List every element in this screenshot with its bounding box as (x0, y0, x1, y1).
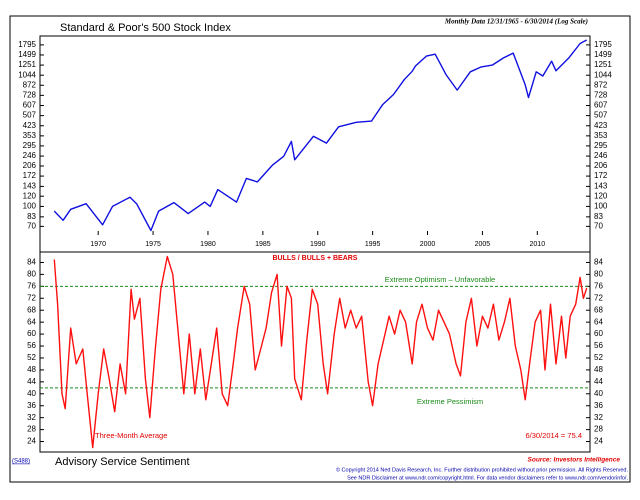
y-tick-label: 32 (594, 413, 603, 422)
y-tick-label: 56 (27, 341, 36, 350)
y-tick-label: 172 (23, 171, 37, 180)
disclaimer: See NDR Disclaimer at www.ndr.com/copyri… (347, 475, 628, 481)
y-tick-label: 80 (594, 269, 603, 278)
footer-title: Advisory Service Sentiment (55, 456, 190, 468)
y-tick-label: 353 (594, 131, 608, 140)
y-tick-label: 206 (594, 161, 608, 170)
x-tick-label: 1985 (255, 241, 271, 248)
y-tick-label: 295 (594, 141, 608, 150)
y-tick-label: 72 (594, 293, 603, 302)
y-tick-label: 246 (23, 151, 37, 160)
copyright: © Copyright 2014 Ned Davis Research, Inc… (336, 466, 628, 473)
y-tick-label: 872 (23, 80, 37, 89)
y-tick-label: 36 (27, 401, 36, 410)
y-tick-label: 100 (594, 202, 608, 211)
y-tick-label: 1499 (18, 50, 36, 59)
y-tick-label: 607 (23, 101, 37, 110)
source: Source: Investors Intelligence (528, 457, 621, 464)
y-tick-label: 40 (594, 389, 603, 398)
y-tick-label: 52 (27, 353, 36, 362)
y-tick-label: 728 (594, 90, 608, 99)
annotation: Extreme Pessimism (417, 397, 483, 406)
y-tick-label: 28 (594, 425, 603, 434)
y-tick-label: 32 (27, 413, 36, 422)
y-tick-label: 1795 (594, 40, 612, 49)
annotation: Extreme Optimism – Unfavorable (385, 275, 495, 284)
x-tick-label: 2010 (530, 241, 546, 248)
y-tick-label: 83 (594, 212, 603, 221)
y-tick-label: 68 (594, 305, 603, 314)
y-tick-label: 120 (594, 191, 608, 200)
data-line (53, 255, 588, 449)
y-tick-label: 1499 (594, 50, 612, 59)
y-tick-label: 84 (594, 258, 603, 267)
y-tick-label: 728 (23, 90, 37, 99)
y-tick-label: 44 (27, 377, 36, 386)
y-tick-label: 56 (594, 341, 603, 350)
bottom-panel (39, 251, 591, 453)
x-tick-label: 2005 (475, 241, 491, 248)
y-tick-label: 100 (23, 202, 37, 211)
y-tick-label: 48 (27, 365, 36, 374)
y-tick-label: 172 (594, 171, 608, 180)
y-tick-label: 84 (27, 258, 36, 267)
y-tick-label: 143 (23, 182, 37, 191)
y-tick-label: 206 (23, 161, 37, 170)
chart-subtitle: Monthly Data 12/31/1965 - 6/30/2014 (Log… (444, 18, 588, 26)
y-tick-label: 353 (23, 131, 37, 140)
y-tick-label: 143 (594, 182, 608, 191)
y-tick-label: 83 (27, 212, 36, 221)
y-tick-label: 607 (594, 101, 608, 110)
y-tick-label: 76 (594, 281, 603, 290)
chart-title: Standard & Poor's 500 Stock Index (60, 22, 231, 34)
x-tick-label: 2000 (420, 241, 436, 248)
x-tick-label: 1990 (310, 241, 326, 248)
x-tick-label: 1980 (200, 241, 216, 248)
annotation: 6/30/2014 = 75.4 (525, 431, 582, 440)
y-tick-label: 64 (594, 317, 603, 326)
y-tick-label: 295 (23, 141, 37, 150)
y-tick-label: 76 (27, 281, 36, 290)
y-tick-label: 48 (594, 365, 603, 374)
y-tick-label: 1044 (18, 70, 36, 79)
frame (9, 15, 631, 483)
y-tick-label: 68 (27, 305, 36, 314)
x-tick-label: 1975 (145, 241, 161, 248)
y-tick-label: 1795 (18, 40, 36, 49)
y-tick-label: 64 (27, 317, 36, 326)
x-tick-label: 1995 (365, 241, 381, 248)
y-tick-label: 1044 (594, 70, 612, 79)
y-tick-label: 44 (594, 377, 603, 386)
y-tick-label: 40 (27, 389, 36, 398)
y-tick-label: 872 (594, 80, 608, 89)
y-tick-label: 423 (23, 121, 37, 130)
y-tick-label: 60 (27, 329, 36, 338)
y-tick-label: 36 (594, 401, 603, 410)
y-tick-label: 246 (594, 151, 608, 160)
y-tick-label: 60 (594, 329, 603, 338)
y-tick-label: 24 (27, 437, 36, 446)
y-tick-label: 80 (27, 269, 36, 278)
y-tick-label: 120 (23, 191, 37, 200)
x-tick-label: 1970 (90, 241, 106, 248)
y-tick-label: 72 (27, 293, 36, 302)
y-tick-label: 1251 (594, 60, 612, 69)
chart-code: (S488) (12, 459, 30, 465)
data-line (53, 39, 588, 232)
y-tick-label: 423 (594, 121, 608, 130)
annotation: Three-Month Average (95, 431, 167, 440)
y-tick-label: 507 (594, 111, 608, 120)
y-tick-label: 28 (27, 425, 36, 434)
y-tick-label: 24 (594, 437, 603, 446)
y-tick-label: 52 (594, 353, 603, 362)
y-tick-label: 70 (594, 221, 603, 230)
y-tick-label: 1251 (18, 60, 36, 69)
y-tick-label: 70 (27, 221, 36, 230)
panel-title: BULLS / BULLS + BEARS (273, 255, 358, 262)
top-panel (39, 35, 591, 253)
y-tick-label: 507 (23, 111, 37, 120)
